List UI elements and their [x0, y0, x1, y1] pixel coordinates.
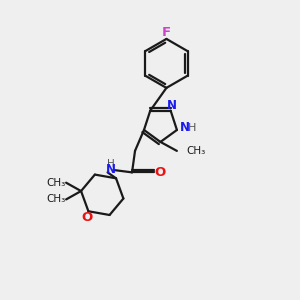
- Text: O: O: [155, 166, 166, 179]
- Text: H: H: [107, 159, 114, 169]
- Text: F: F: [162, 26, 171, 38]
- Text: N: N: [167, 99, 177, 112]
- Text: N: N: [106, 164, 116, 176]
- Text: CH₃: CH₃: [46, 178, 65, 188]
- Text: CH₃: CH₃: [186, 146, 206, 156]
- Text: H: H: [188, 123, 196, 133]
- Text: CH₃: CH₃: [46, 194, 65, 204]
- Text: O: O: [81, 211, 92, 224]
- Text: N: N: [180, 121, 190, 134]
